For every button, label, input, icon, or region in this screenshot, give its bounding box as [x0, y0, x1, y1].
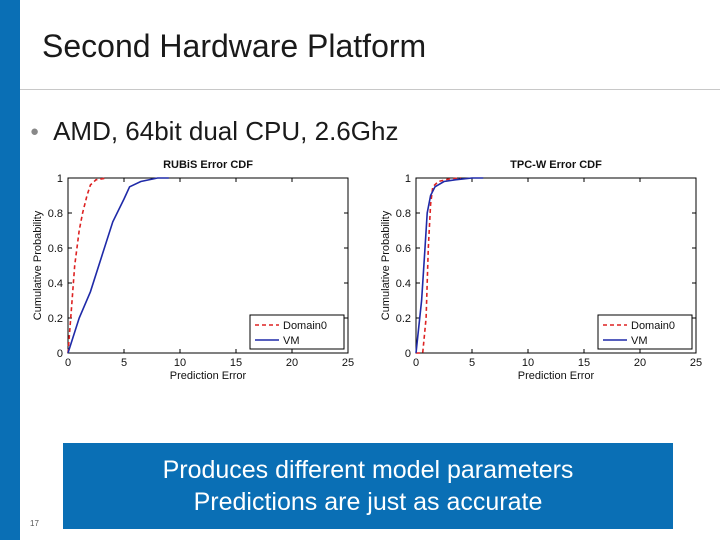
chart-0-x-tick-label: 25 [342, 357, 354, 369]
chart-0-y-tick-label: 0.8 [48, 208, 63, 220]
chart-1-x-tick-label: 20 [634, 357, 646, 369]
chart-0-x-tick-label: 15 [230, 357, 242, 369]
chart-1-x-tick-label: 10 [522, 357, 534, 369]
chart-1-series-vm-line [415, 177, 484, 354]
page-number: 17 [30, 519, 39, 528]
chart-1-series-domain0-line [416, 177, 461, 354]
bullet-item: ● AMD, 64bit dual CPU, 2.6Ghz [30, 116, 398, 147]
chart-0-legend-label: VM [283, 335, 300, 347]
chart-0-x-tick-label: 20 [286, 357, 298, 369]
chart-1-x-tick-label: 25 [690, 357, 702, 369]
slide-title: Second Hardware Platform [42, 28, 427, 64]
chart-0-x-axis-label: Prediction Error [170, 370, 247, 382]
chart-0-x-tick-label: 10 [174, 357, 186, 369]
chart-1-legend [597, 314, 693, 350]
chart-svg: TPC-W Error CDF 0 5 10 15 20 25 0 0.2 0.4 0.6 0.8 1 P… [380, 159, 702, 382]
callout-line-2: Predictions are just as accurate [193, 488, 543, 516]
callout-line-1: Produces different model parameters [162, 456, 574, 484]
callout-box: Produces different model parameters Pred… [63, 443, 673, 529]
chart-1-legend-label: VM [631, 335, 648, 347]
chart-0-series-domain0-line [67, 177, 108, 354]
chart-0-title: RUBiS Error CDF [163, 159, 253, 171]
title-divider [20, 89, 720, 90]
chart-0-x-tick-label: 5 [121, 357, 127, 369]
chart-0-legend-label: Domain0 [283, 320, 327, 332]
chart-1-y-tick-label: 0.8 [396, 208, 411, 220]
chart-1-y-tick-label: 0.6 [396, 243, 411, 255]
chart-1-y-tick-label: 0.4 [396, 278, 411, 290]
chart-0-x-tick-label: 0 [65, 357, 71, 369]
bullet-dot-icon: ● [30, 123, 40, 140]
chart-1-y-tick-label: 1 [405, 173, 411, 185]
chart-0-y-tick-label: 0 [57, 348, 63, 360]
chart-1-legend-label: Domain0 [631, 320, 675, 332]
chart-1-title: TPC-W Error CDF [510, 159, 602, 171]
chart-svg: RUBiS Error CDF 0 5 10 15 20 25 0 0.2 0.4 0.6 0.8 1 P… [32, 159, 354, 382]
chart-0-y-tick-label: 0.6 [48, 243, 63, 255]
chart-0-y-tick-label: 1 [57, 173, 63, 185]
chart-1-y-tick-label: 0.2 [396, 313, 411, 325]
chart-0-y-tick-label: 0.2 [48, 313, 63, 325]
chart-1-x-axis-label: Prediction Error [518, 370, 595, 382]
left-accent-bar [0, 0, 20, 540]
chart-1-y-axis-label: Cumulative Probability [380, 210, 392, 320]
bullet-text: AMD, 64bit dual CPU, 2.6Ghz [53, 116, 399, 146]
chart-0-legend [249, 314, 345, 350]
chart-1-x-tick-label: 0 [413, 357, 419, 369]
chart-0-y-tick-label: 0.4 [48, 278, 63, 290]
tpcw-error-cdf-chart: TPC-W Error CDF 0 5 10 15 20 25 0 0.2 0.4 0.6 0.8 1 P… [378, 155, 708, 387]
chart-1-y-tick-label: 0 [405, 348, 411, 360]
chart-1-x-tick-label: 5 [469, 357, 475, 369]
chart-0-y-axis-label: Cumulative Probability [32, 210, 44, 320]
chart-1-x-tick-label: 15 [578, 357, 590, 369]
chart-0-series-vm-line [67, 177, 169, 354]
rubis-error-cdf-chart: RUBiS Error CDF 0 5 10 15 20 25 0 0.2 0.4 0.6 0.8 1 P… [30, 155, 360, 387]
